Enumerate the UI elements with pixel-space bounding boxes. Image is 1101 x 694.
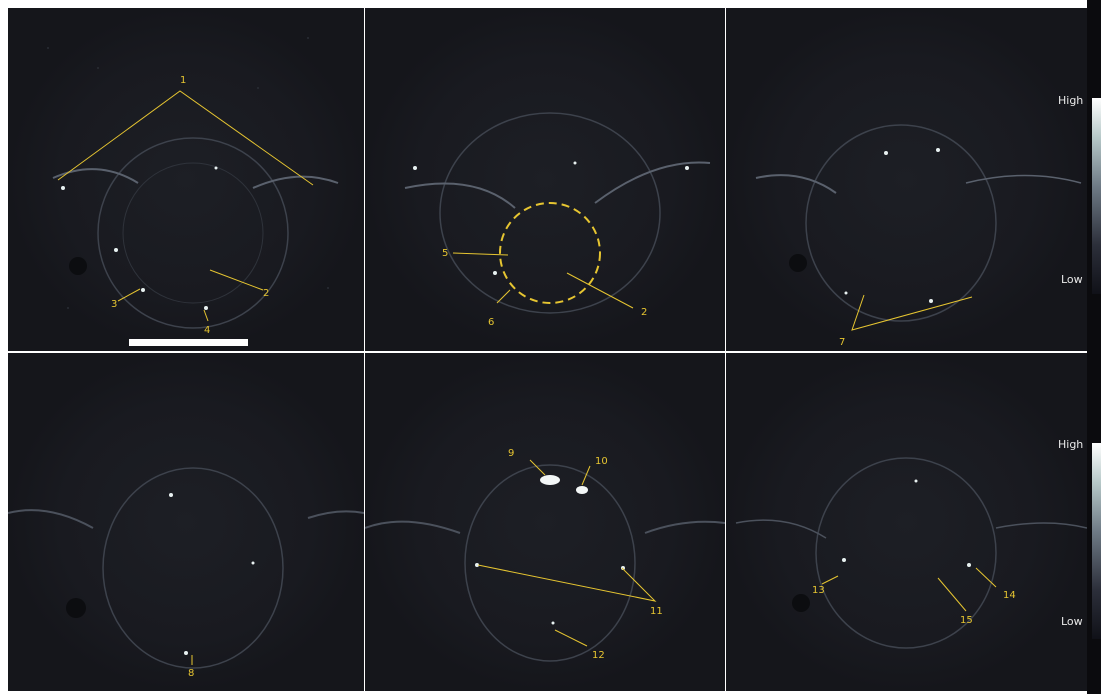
- colorbar-bottom-high-label: High: [1058, 438, 1084, 451]
- image-panel-2: 5 2 6: [365, 8, 725, 351]
- annotation-12: 12: [592, 650, 605, 661]
- dashed-circle: [499, 202, 601, 304]
- scale-bar: [129, 339, 248, 346]
- colorbar-top-low-label: Low: [1061, 273, 1083, 286]
- annotation-5: 5: [442, 248, 448, 259]
- annotation-13: 13: [812, 585, 825, 596]
- annotation-11: 11: [650, 606, 663, 617]
- colorbar-top: [1092, 98, 1101, 294]
- panel-5-svg: 9 10 11 12: [365, 353, 725, 691]
- annotation-7: 7: [839, 337, 845, 348]
- image-panel-4: 8: [8, 353, 364, 691]
- colorbar-bottom-low-label: Low: [1061, 615, 1083, 628]
- annotation-8: 8: [188, 668, 194, 679]
- image-panel-1: 1 2 3 4: [8, 8, 364, 351]
- colorbar-bottom: [1092, 443, 1101, 639]
- annotation-3: 3: [111, 299, 117, 310]
- annotation-2: 2: [263, 288, 269, 299]
- noise-texture: [47, 37, 329, 309]
- colorbar-top-high-label: High: [1058, 94, 1084, 107]
- panel-2-svg: 5 2 6: [365, 8, 725, 351]
- annotation-2b: 2: [641, 307, 647, 318]
- bright-features: [61, 166, 218, 310]
- image-panel-3: 7: [726, 8, 1087, 351]
- annotation-lines: [57, 90, 314, 322]
- panel-4-svg: 8: [8, 353, 364, 691]
- inner-ring: [122, 162, 264, 304]
- image-panel-5: 9 10 11 12: [365, 353, 725, 691]
- panel-1-svg: 1 2 3 4: [8, 8, 364, 351]
- panel-3-svg: 7: [726, 8, 1087, 351]
- annotation-1: 1: [180, 75, 186, 86]
- annotation-6: 6: [488, 317, 494, 328]
- panel-6-svg: 13 14 15: [726, 353, 1087, 691]
- annotation-15: 15: [960, 615, 973, 626]
- image-panel-6: 13 14 15: [726, 353, 1087, 691]
- annotation-4: 4: [204, 325, 210, 336]
- specimen-outline: [97, 137, 289, 329]
- annotation-10: 10: [595, 456, 608, 467]
- annotation-9: 9: [508, 448, 514, 459]
- annotation-14: 14: [1003, 590, 1016, 601]
